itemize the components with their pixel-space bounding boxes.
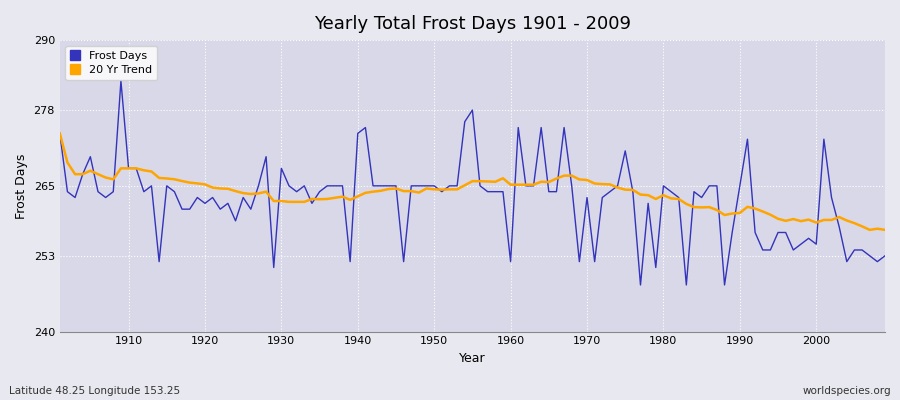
Text: Latitude 48.25 Longitude 153.25: Latitude 48.25 Longitude 153.25 [9, 386, 180, 396]
Title: Yearly Total Frost Days 1901 - 2009: Yearly Total Frost Days 1901 - 2009 [314, 15, 631, 33]
Y-axis label: Frost Days: Frost Days [15, 153, 28, 218]
Legend: Frost Days, 20 Yr Trend: Frost Days, 20 Yr Trend [66, 46, 158, 80]
X-axis label: Year: Year [459, 352, 486, 365]
Text: worldspecies.org: worldspecies.org [803, 386, 891, 396]
